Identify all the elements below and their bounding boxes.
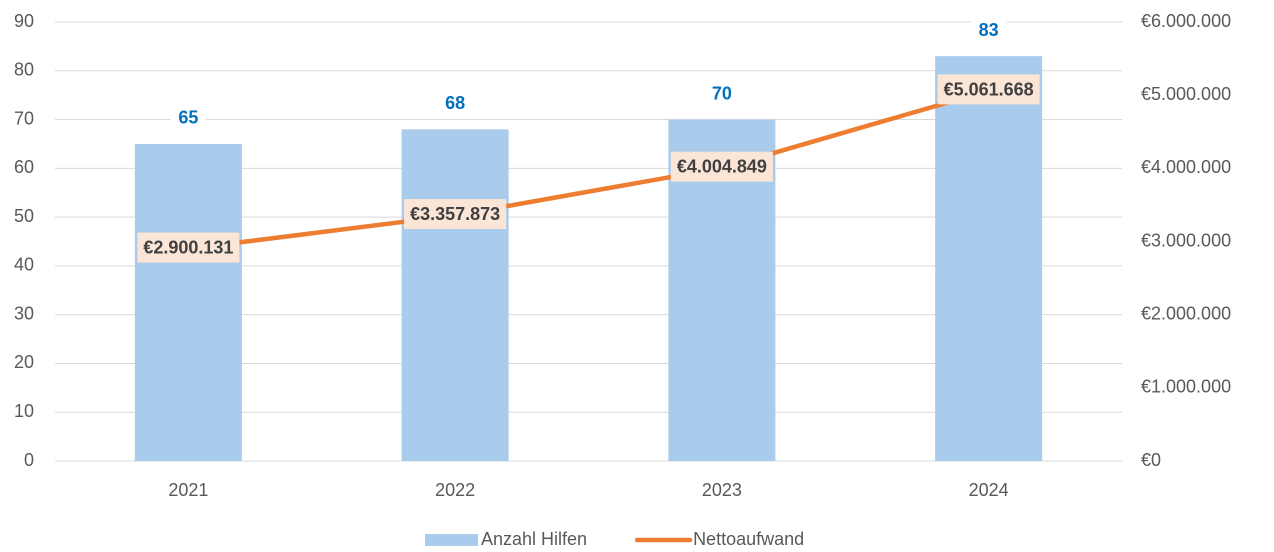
- y2-tick-label: €3.000.000: [1141, 230, 1231, 250]
- legend-swatch: [425, 534, 478, 546]
- bar-value-label: 70: [712, 83, 732, 103]
- y-tick-label: 60: [14, 157, 34, 177]
- bar-value-label: 68: [445, 93, 465, 113]
- label-background: [170, 106, 207, 129]
- y2-tick-label: €4.000.000: [1141, 157, 1231, 177]
- legend-label: Nettoaufwand: [693, 529, 804, 549]
- bar: [935, 56, 1043, 462]
- y-tick-label: 90: [14, 11, 34, 31]
- y-tick-label: 40: [14, 255, 34, 275]
- x-tick-label: 2021: [168, 480, 208, 500]
- y-tick-label: 20: [14, 352, 34, 372]
- line-value-label: €4.004.849: [677, 157, 767, 177]
- y2-tick-label: €1.000.000: [1141, 377, 1231, 397]
- y2-tick-label: €6.000.000: [1141, 11, 1231, 31]
- label-background: [970, 18, 1007, 41]
- y2-tick-label: €5.000.000: [1141, 84, 1231, 104]
- bar: [401, 129, 509, 462]
- label-background: [703, 82, 740, 105]
- legend-label: Anzahl Hilfen: [481, 529, 587, 549]
- x-tick-label: 2024: [969, 480, 1009, 500]
- bar-value-label: 83: [979, 20, 999, 40]
- y2-tick-label: €0: [1141, 450, 1161, 470]
- y-tick-label: 50: [14, 206, 34, 226]
- y-tick-label: 30: [14, 303, 34, 323]
- y-tick-label: 10: [14, 401, 34, 421]
- y2-tick-label: €2.000.000: [1141, 303, 1231, 323]
- line-value-label: €3.357.873: [410, 204, 500, 224]
- label-background: [437, 92, 474, 115]
- line-value-label: €5.061.668: [944, 79, 1034, 99]
- bar-value-label: 65: [178, 108, 198, 128]
- bar: [134, 143, 242, 461]
- line: [186, 88, 991, 252]
- x-tick-label: 2023: [702, 480, 742, 500]
- y-tick-label: 80: [14, 60, 34, 80]
- y-tick-label: 0: [24, 450, 34, 470]
- label-background: [404, 199, 507, 230]
- label-background: [137, 232, 240, 263]
- label-background: [937, 74, 1040, 105]
- x-tick-label: 2022: [435, 480, 475, 500]
- label-background: [670, 151, 773, 182]
- line-value-label: €2.900.131: [143, 238, 233, 258]
- y-tick-label: 70: [14, 108, 34, 128]
